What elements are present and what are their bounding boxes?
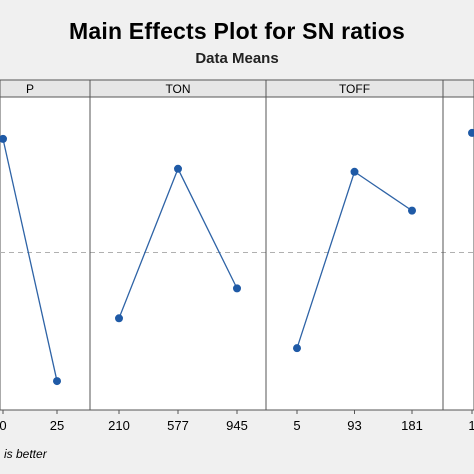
data-point — [233, 284, 241, 293]
panel-header-label: P — [26, 82, 34, 96]
panel-header-label: TON — [165, 82, 190, 96]
x-tick-label: 210 — [108, 418, 130, 433]
footnote: is better — [4, 447, 47, 461]
data-point — [115, 314, 123, 323]
series-line — [2, 138, 58, 382]
data-point — [468, 128, 474, 137]
x-tick-label: 181 — [401, 418, 423, 433]
x-tick-label: 0 — [0, 418, 7, 433]
data-point — [408, 206, 416, 215]
x-tick-label: 93 — [347, 418, 361, 433]
x-tick-label: 945 — [226, 418, 248, 433]
data-point — [53, 377, 61, 386]
data-point — [0, 134, 7, 143]
data-point — [174, 164, 182, 173]
x-tick-label: 577 — [167, 418, 189, 433]
plot-area — [0, 96, 474, 411]
panel-header-label: TOFF — [339, 82, 370, 96]
x-tick-label: 5 — [293, 418, 300, 433]
data-point — [293, 344, 301, 353]
panel-header-strip — [0, 79, 474, 98]
data-point — [350, 167, 359, 176]
x-tick-label: 1 — [468, 418, 474, 433]
chart-title: Main Effects Plot for SN ratios — [69, 18, 405, 44]
x-tick-label: 25 — [50, 418, 64, 433]
chart-subtitle: Data Means — [195, 50, 279, 67]
